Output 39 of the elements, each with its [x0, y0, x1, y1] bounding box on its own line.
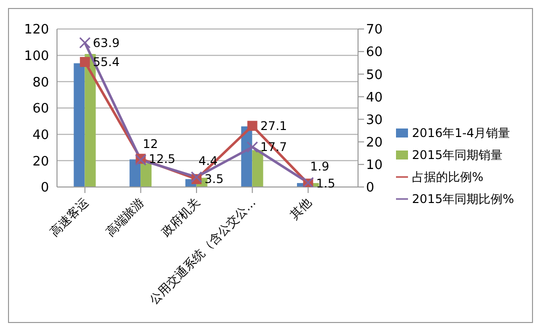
data-label: 63.9 — [92, 36, 120, 50]
x-tick-label: 政府机关 — [158, 195, 203, 240]
y2-tick-label: 60 — [366, 45, 383, 60]
legend-label: 2016年1-4月销量 — [412, 126, 510, 140]
y-tick-label: 100 — [24, 48, 49, 64]
bar — [252, 150, 264, 187]
y2-tick-label: 70 — [366, 22, 383, 38]
legend-label: 2015年同期销量 — [412, 148, 503, 162]
x-tick-label: 高端旅游 — [102, 195, 147, 240]
y-tick-label: 120 — [24, 22, 49, 38]
y-tick-label: 80 — [32, 75, 49, 90]
y-tick-label: 60 — [32, 102, 49, 117]
y-tick-label: 0 — [40, 180, 49, 196]
legend-label: 2015年同期比例% — [412, 192, 514, 206]
y2-tick-label: 0 — [366, 180, 374, 196]
x-tick-label: 高速客运 — [47, 195, 92, 240]
y2-tick-label: 20 — [366, 135, 383, 150]
x-tick-label: 其他 — [287, 195, 314, 222]
y-tick-label: 20 — [32, 154, 49, 170]
point — [79, 37, 91, 49]
bar — [74, 63, 85, 187]
y-tick-label: 40 — [32, 128, 49, 143]
y2-tick-label: 40 — [366, 90, 383, 106]
legend-label: 占据的比例% — [412, 170, 484, 184]
y2-tick-label: 30 — [366, 112, 383, 128]
bar — [130, 159, 141, 187]
point — [190, 171, 202, 183]
point — [246, 141, 258, 153]
y2-tick-label: 10 — [366, 158, 383, 174]
data-label: 1.9 — [310, 160, 330, 174]
data-label: 12.5 — [148, 152, 176, 166]
point — [80, 56, 90, 67]
bar — [140, 163, 152, 187]
data-label: 27.1 — [260, 118, 288, 133]
y2-tick-label: 50 — [366, 68, 383, 83]
data-label: 1.5 — [316, 176, 336, 191]
data-label: 12 — [142, 136, 158, 151]
data-label: 3.5 — [204, 172, 224, 186]
point — [247, 120, 258, 131]
